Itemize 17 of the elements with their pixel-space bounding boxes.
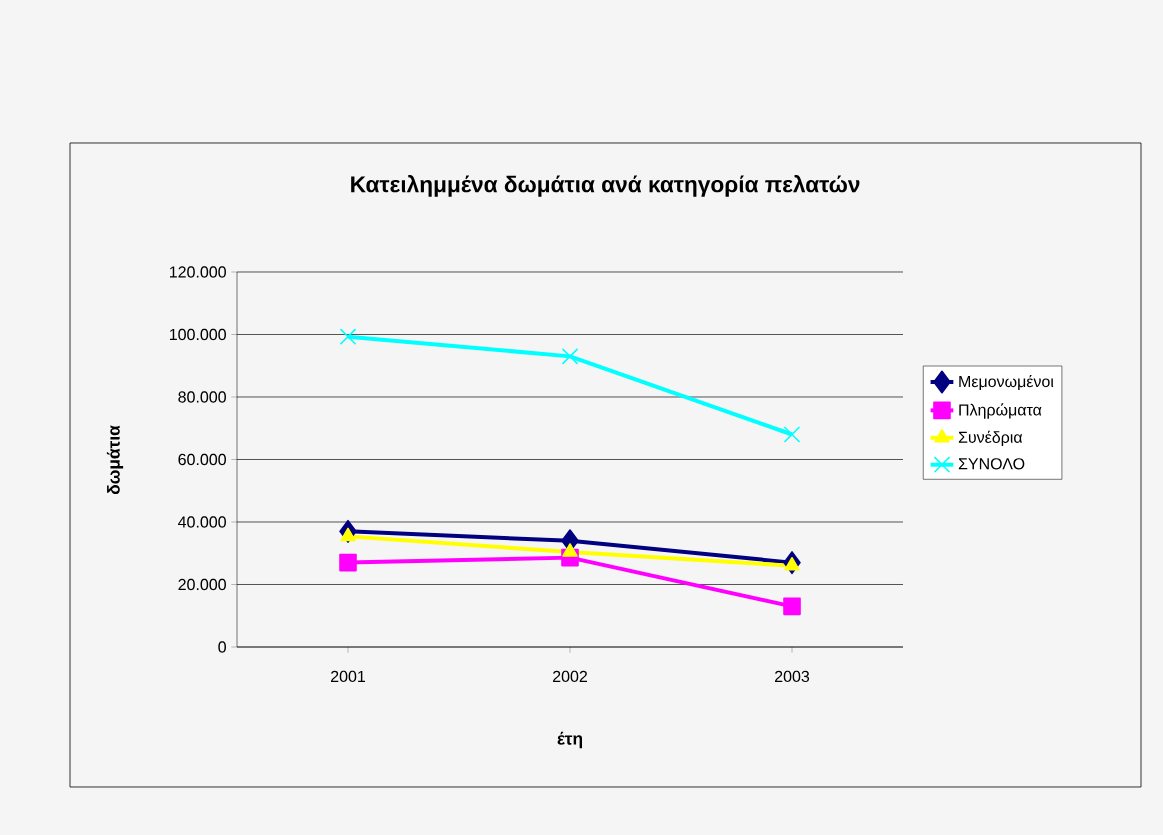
legend-label: Μεμονωμένοι — [959, 374, 1054, 391]
y-tick-label: 20.000 — [178, 578, 226, 591]
y-tick-label: 60.000 — [178, 453, 226, 466]
y-tick-label: 120.000 — [169, 266, 226, 278]
x-tick-label: 2002 — [553, 670, 587, 683]
x-tick-label: 2003 — [775, 670, 810, 683]
y-axis-title: δωμάτια — [106, 425, 124, 495]
chart-title: Κατειλημμένα δωμάτια ανά κατηγορία πελατών — [351, 175, 860, 197]
legend-label: ΣΥΝΟΛΟ — [958, 458, 1025, 470]
legend-label: Πληρώματα — [959, 403, 1042, 419]
y-tick-label: 0 — [218, 641, 226, 653]
y-tick-label: 80.000 — [178, 391, 226, 403]
x-tick-label: 2001 — [331, 670, 366, 683]
legend-label: Συνέδρια — [958, 430, 1023, 447]
y-tick-label: 100.000 — [169, 328, 226, 341]
y-tick-label: 40.000 — [178, 516, 226, 528]
x-axis-title: έτη — [557, 731, 582, 749]
